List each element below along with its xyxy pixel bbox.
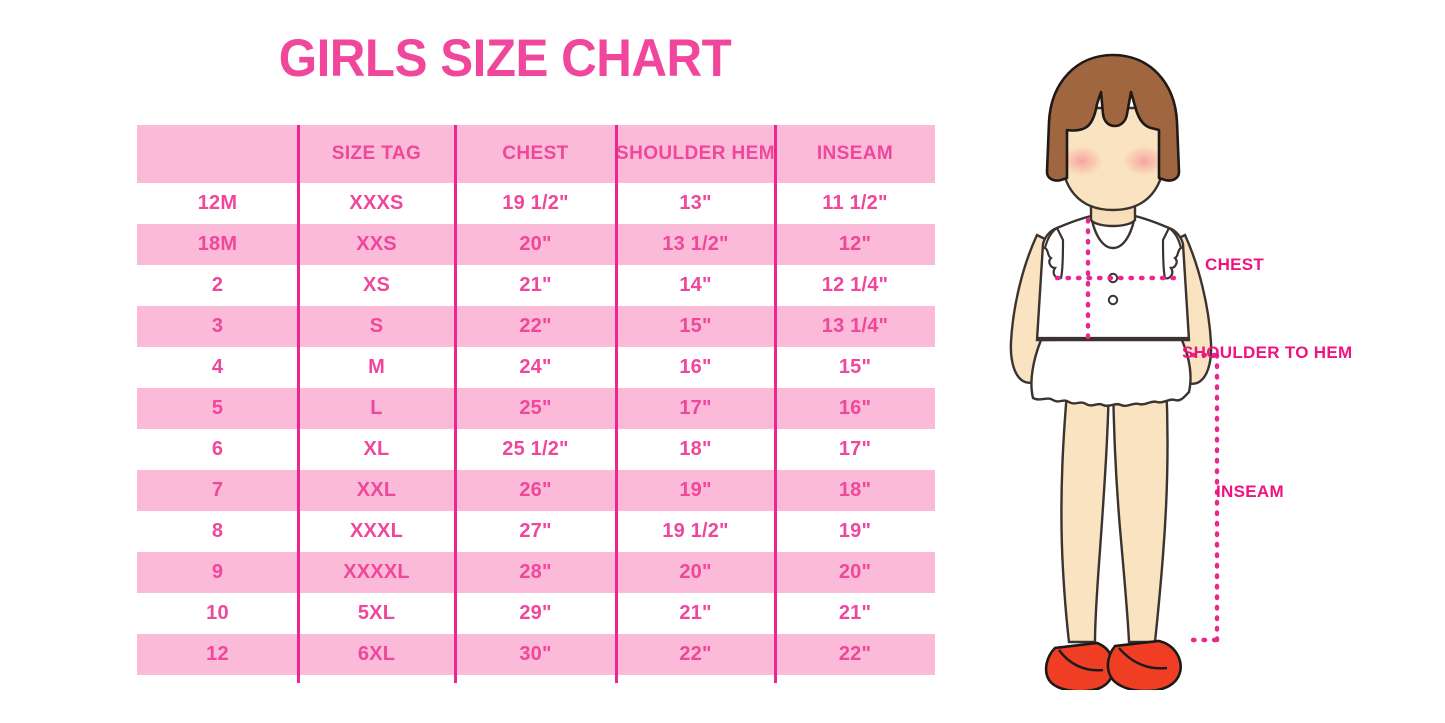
cell-value: 13 1/4": [775, 306, 935, 347]
cell-value: 12": [775, 224, 935, 265]
cell-value: 30": [455, 634, 616, 675]
cell-size: 12: [137, 634, 298, 675]
cell-value: 21": [455, 265, 616, 306]
cell-value: XXXL: [298, 511, 455, 552]
cell-size: 18M: [137, 224, 298, 265]
cell-value: L: [298, 388, 455, 429]
cell-value: 5XL: [298, 593, 455, 634]
column-divider-3: [615, 125, 618, 683]
cell-value: 6XL: [298, 634, 455, 675]
cell-value: 22": [775, 634, 935, 675]
column-divider-4: [774, 125, 777, 683]
cell-value: 29": [455, 593, 616, 634]
column-header-chest: CHEST: [455, 125, 616, 183]
cell-value: 20": [775, 552, 935, 593]
cell-value: 21": [616, 593, 775, 634]
cell-value: 13": [616, 183, 775, 224]
legs: [1060, 358, 1169, 644]
size-chart-table: SIZE TAG CHEST SHOULDER HEM INSEAM 12M XXXS 1…: [137, 125, 935, 675]
cell-value: 25": [455, 388, 616, 429]
cell-size: 4: [137, 347, 298, 388]
cell-value: 16": [616, 347, 775, 388]
cell-size: 12M: [137, 183, 298, 224]
column-header-size: [137, 125, 298, 183]
cell-size: 10: [137, 593, 298, 634]
column-divider-2: [454, 125, 457, 683]
hair: [1045, 53, 1181, 182]
measurement-guides: [1054, 217, 1223, 643]
cell-value: 18": [616, 429, 775, 470]
cell-size: 2: [137, 265, 298, 306]
cell-value: 14": [616, 265, 775, 306]
cell-value: XXS: [298, 224, 455, 265]
column-divider-1: [297, 125, 300, 683]
cell-value: 17": [616, 388, 775, 429]
table-header-row: SIZE TAG CHEST SHOULDER HEM INSEAM: [137, 125, 935, 183]
table-row: 12M XXXS 19 1/2" 13" 11 1/2": [137, 183, 935, 224]
cell-value: XXL: [298, 470, 455, 511]
cell-size: 7: [137, 470, 298, 511]
cell-value: 11 1/2": [775, 183, 935, 224]
table-row: 9 XXXXL 28" 20" 20": [137, 552, 935, 593]
cell-value: 13 1/2": [616, 224, 775, 265]
cell-value: 21": [775, 593, 935, 634]
cell-value: 27": [455, 511, 616, 552]
cell-value: 15": [775, 347, 935, 388]
annotation-shoulder-to-hem: SHOULDER TO HEM: [1182, 343, 1353, 362]
cell-value: 16": [775, 388, 935, 429]
cell-value: 19 1/2": [616, 511, 775, 552]
column-header-size-tag: SIZE TAG: [298, 125, 455, 183]
column-header-shoulder-hem: SHOULDER HEM: [616, 125, 775, 183]
cell-size: 3: [137, 306, 298, 347]
cell-value: XL: [298, 429, 455, 470]
cell-value: 12 1/4": [775, 265, 935, 306]
table-row: 12 6XL 30" 22" 22": [137, 634, 935, 675]
table-row: 7 XXL 26" 19" 18": [137, 470, 935, 511]
cell-size: 9: [137, 552, 298, 593]
table-row: 6 XL 25 1/2" 18" 17": [137, 429, 935, 470]
skirt: [1030, 336, 1192, 408]
cell-value: 19": [775, 511, 935, 552]
cell-value: XXXXL: [298, 552, 455, 593]
cell-value: 22": [455, 306, 616, 347]
cell-value: 17": [775, 429, 935, 470]
cell-value: 15": [616, 306, 775, 347]
cell-size: 5: [137, 388, 298, 429]
cell-size: 6: [137, 429, 298, 470]
table-row: 3 S 22" 15" 13 1/4": [137, 306, 935, 347]
table-body: 12M XXXS 19 1/2" 13" 11 1/2" 18M XXS 20" 13 1/2"…: [137, 183, 935, 675]
cell-value: S: [298, 306, 455, 347]
cell-size: 8: [137, 511, 298, 552]
table-row: 18M XXS 20" 13 1/2" 12": [137, 224, 935, 265]
cell-value: 19": [616, 470, 775, 511]
girl-figure-illustration: [1009, 53, 1223, 690]
table-row: 8 XXXL 27" 19 1/2" 19": [137, 511, 935, 552]
cell-value: 20": [616, 552, 775, 593]
cell-value: XXXS: [298, 183, 455, 224]
cell-value: 22": [616, 634, 775, 675]
cell-value: 19 1/2": [455, 183, 616, 224]
cell-value: 25 1/2": [455, 429, 616, 470]
table-row: 10 5XL 29" 21" 21": [137, 593, 935, 634]
cell-value: 18": [775, 470, 935, 511]
shoes: [1044, 639, 1182, 690]
column-header-inseam: INSEAM: [775, 125, 935, 183]
table-row: 4 M 24" 16" 15": [137, 347, 935, 388]
cell-value: XS: [298, 265, 455, 306]
table-row: 2 XS 21" 14" 12 1/4": [137, 265, 935, 306]
cell-value: 20": [455, 224, 616, 265]
annotation-inseam: INSEAM: [1216, 482, 1284, 501]
cell-value: 28": [455, 552, 616, 593]
head: [1059, 106, 1167, 212]
annotation-chest: CHEST: [1205, 255, 1265, 274]
cell-value: 24": [455, 347, 616, 388]
page-title: GIRLS SIZE CHART: [278, 29, 732, 88]
table-row: 5 L 25" 17" 16": [137, 388, 935, 429]
cell-value: M: [298, 347, 455, 388]
cell-value: 26": [455, 470, 616, 511]
